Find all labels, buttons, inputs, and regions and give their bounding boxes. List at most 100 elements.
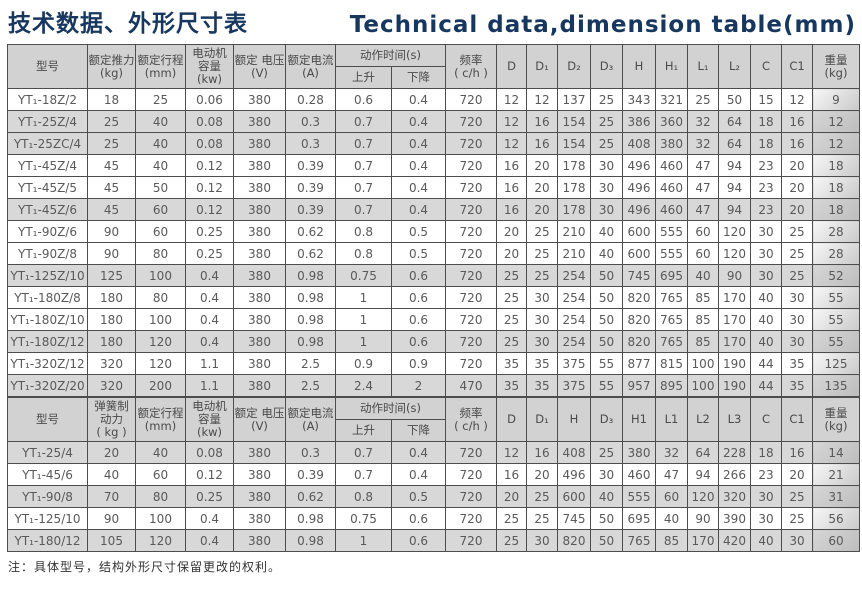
data-cell: 720 xyxy=(445,529,497,552)
data-cell: 25 xyxy=(590,132,623,155)
data-cell: 200 xyxy=(135,374,186,397)
column-header: 型号 xyxy=(7,44,88,89)
data-cell: 190 xyxy=(718,374,751,397)
data-cell: 50 xyxy=(718,88,751,111)
model-cell: YT₁-45Z/4 xyxy=(7,154,88,177)
data-cell: 20 xyxy=(526,463,558,486)
table-row: YT₁-125Z/10 125 100 0.4 380 0.98 0.75 0.6 720 25 2… xyxy=(7,264,860,287)
column-header: 额定行程 (mm) xyxy=(135,397,186,442)
data-cell: 0.4 xyxy=(391,463,446,486)
column-header: 额定 电压 (V) xyxy=(233,44,286,89)
data-cell: 25 xyxy=(526,485,558,508)
data-cell: 14 xyxy=(812,441,860,464)
data-cell: 12 xyxy=(496,441,527,464)
data-cell: 40 xyxy=(135,132,186,155)
data-cell: 0.3 xyxy=(285,132,336,155)
data-cell: 0.4 xyxy=(391,176,446,199)
data-cell: 30 xyxy=(750,507,782,530)
page-title-english: Technical data,dimension table(mm) xyxy=(349,12,856,38)
data-cell: 100 xyxy=(687,352,719,375)
column-header: D₂ xyxy=(557,44,591,89)
data-cell: 0.08 xyxy=(185,132,234,155)
data-cell: 0.5 xyxy=(391,242,446,265)
data-cell: 20 xyxy=(781,154,813,177)
data-cell: 20 xyxy=(781,463,813,486)
model-cell: YT₁-125/10 xyxy=(7,507,88,530)
data-cell: 60 xyxy=(135,463,186,486)
data-cell: 80 xyxy=(135,286,186,309)
data-cell: 745 xyxy=(622,264,656,287)
data-cell: 25 xyxy=(590,441,623,464)
data-cell: 0.4 xyxy=(391,154,446,177)
data-cell: 94 xyxy=(687,463,719,486)
data-cell: 720 xyxy=(445,176,497,199)
data-cell: 0.3 xyxy=(285,441,336,464)
data-cell: 100 xyxy=(135,308,186,331)
data-cell: 125 xyxy=(87,264,136,287)
data-cell: 25 xyxy=(496,308,527,331)
data-cell: 720 xyxy=(445,198,497,221)
data-cell: 720 xyxy=(445,507,497,530)
data-cell: 0.98 xyxy=(285,507,336,530)
data-cell: 0.7 xyxy=(335,198,392,221)
data-cell: 55 xyxy=(590,352,623,375)
data-cell: 420 xyxy=(718,529,751,552)
column-group-header-action-time: 动作时间(s) xyxy=(335,44,446,67)
data-cell: 0.7 xyxy=(335,154,392,177)
data-cell: 0.3 xyxy=(285,110,336,133)
data-cell: 180 xyxy=(87,308,136,331)
data-cell: 120 xyxy=(718,242,751,265)
data-cell: 12 xyxy=(496,110,527,133)
data-cell: 25 xyxy=(526,220,558,243)
data-cell: 44 xyxy=(750,374,782,397)
model-cell: YT₁-25ZC/4 xyxy=(7,132,88,155)
data-cell: 50 xyxy=(590,308,623,331)
data-cell: 0.4 xyxy=(391,110,446,133)
data-cell: 266 xyxy=(718,463,751,486)
column-header: H xyxy=(557,397,591,442)
data-cell: 50 xyxy=(590,286,623,309)
data-cell: 720 xyxy=(445,154,497,177)
column-header: L2 xyxy=(687,397,719,442)
data-cell: 18 xyxy=(87,88,136,111)
column-header: 重量 (kg) xyxy=(812,397,860,442)
table-row: YT₁-90Z/8 90 80 0.25 380 0.62 0.8 0.5 720 20 25 210… xyxy=(7,242,860,265)
data-cell: 94 xyxy=(718,198,751,221)
table-row: YT₁-90Z/6 90 60 0.25 380 0.62 0.8 0.5 720 20 25 210… xyxy=(7,220,860,243)
data-cell: 180 xyxy=(87,286,136,309)
column-header: C1 xyxy=(781,397,813,442)
data-cell: 16 xyxy=(781,110,813,133)
data-cell: 30 xyxy=(590,154,623,177)
data-cell: 60 xyxy=(812,529,860,552)
data-cell: 25 xyxy=(590,88,623,111)
table-row: YT₁-125/10 90 100 0.4 380 0.98 0.75 0.6 720 25 25 7… xyxy=(7,507,860,530)
data-cell: 380 xyxy=(622,441,656,464)
data-cell: 720 xyxy=(445,88,497,111)
data-cell: 137 xyxy=(557,88,591,111)
column-header: L1 xyxy=(655,397,688,442)
data-cell: 380 xyxy=(233,198,286,221)
data-cell: 25 xyxy=(781,507,813,530)
technical-data-table-spring-brake-type: 型号 弹簧制 动力 ( kg ) 额定行程 (mm) 电动机 容量 (kw) 额定 电压… xyxy=(7,397,860,552)
column-header: D₁ xyxy=(526,397,558,442)
data-cell: 40 xyxy=(590,220,623,243)
data-cell: 18 xyxy=(812,154,860,177)
data-cell: 0.25 xyxy=(185,485,234,508)
data-cell: 180 xyxy=(87,330,136,353)
data-cell: 720 xyxy=(445,132,497,155)
column-subheader: 上升 xyxy=(335,66,392,89)
table-row: YT₁-25Z/4 25 40 0.08 380 0.3 0.7 0.4 720 12 16 154 2… xyxy=(7,110,860,133)
data-cell: 30 xyxy=(590,198,623,221)
column-header: D xyxy=(496,397,527,442)
data-cell: 0.62 xyxy=(285,485,336,508)
data-cell: 0.5 xyxy=(391,220,446,243)
model-cell: YT₁-180Z/12 xyxy=(7,330,88,353)
data-cell: 16 xyxy=(496,154,527,177)
data-cell: 60 xyxy=(135,220,186,243)
column-header: 弹簧制 动力 ( kg ) xyxy=(87,397,136,442)
data-cell: 895 xyxy=(655,374,688,397)
data-cell: 20 xyxy=(496,242,527,265)
data-cell: 94 xyxy=(718,176,751,199)
data-cell: 0.25 xyxy=(185,242,234,265)
column-header: D₃ xyxy=(590,44,623,89)
